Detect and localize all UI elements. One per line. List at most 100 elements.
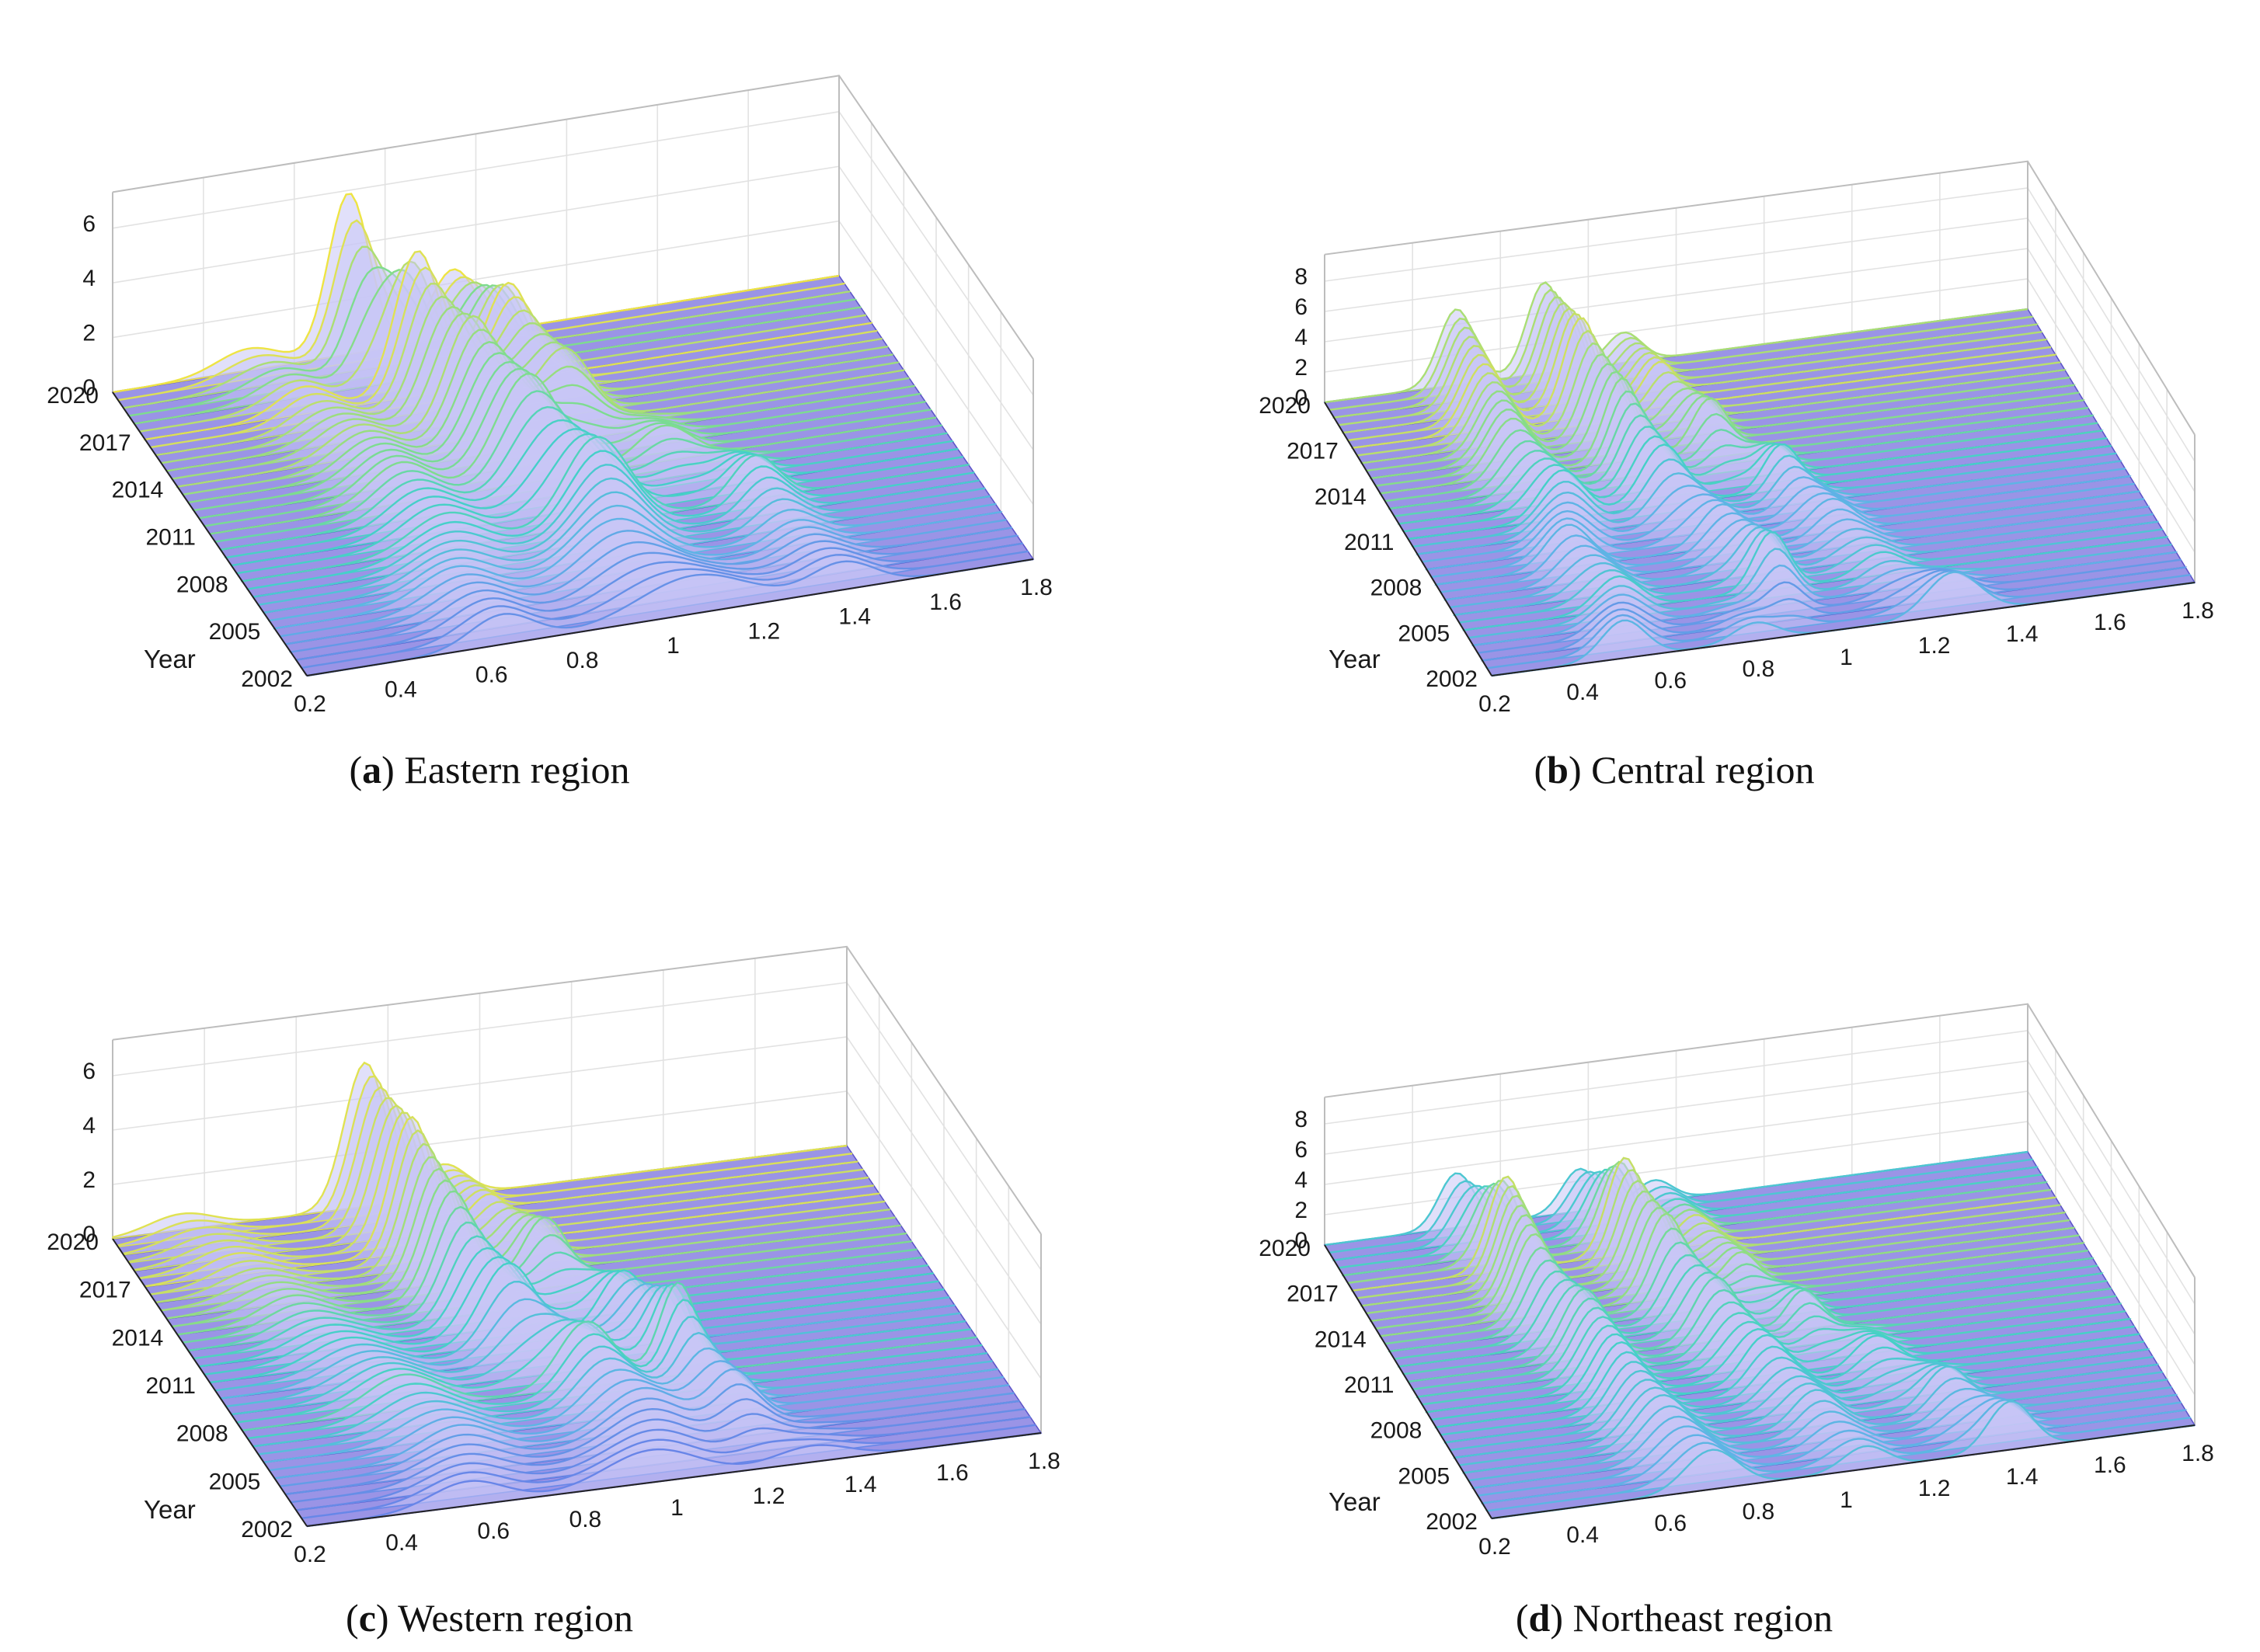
density-ridge-outline (1459, 528, 2163, 624)
z-tick-label: 4 (82, 266, 96, 291)
density-ridge-outline (198, 1247, 934, 1368)
ridgeline-group (112, 1061, 1042, 1528)
x-tick-label: 0.2 (294, 691, 326, 717)
x-tick-label: 0.6 (477, 1518, 510, 1544)
year-tick-label: 2008 (176, 1421, 228, 1447)
density-ridge-outline (1366, 1190, 2070, 1315)
density-ridge-outline (306, 558, 1034, 677)
z-tick-label: 2 (1294, 1198, 1308, 1223)
x-tick-label: 1.2 (1918, 633, 1951, 659)
z-tick-label: 0 (1294, 1228, 1308, 1254)
x-tick-label: 1.8 (1028, 1449, 1060, 1474)
density-ridge-outline (247, 1299, 982, 1440)
caption-b: (b) Central region (1534, 748, 1814, 791)
density-ridge-outline (161, 295, 888, 464)
x-tick-label: 1 (1840, 1487, 1853, 1513)
x-tick-label: 1 (670, 1495, 684, 1521)
density-ridge-outline (1436, 490, 2140, 586)
x-tick-label: 1 (1840, 645, 1853, 670)
y-axis-line (1324, 402, 1492, 676)
density-ridge-outline (1352, 1156, 2056, 1292)
density-ridge-outline (280, 519, 1007, 638)
density-ridge-outline (1380, 1212, 2084, 1337)
density-ridge-outline (1468, 543, 2172, 639)
x-tick-label: 1.6 (2094, 1452, 2126, 1478)
density-ridge-outline (1347, 1160, 2052, 1285)
density-ridge-outline (1464, 1365, 2168, 1474)
density-ridge-outline (155, 283, 883, 457)
year-tick-label: 2002 (241, 666, 293, 692)
density-ridge-outline (1450, 1355, 2154, 1452)
density-ridge-outline (1454, 1362, 2158, 1459)
density-ridge-outline (1324, 281, 2028, 404)
density-ridge-outline (1375, 1207, 2079, 1330)
density-ridge-outline (274, 511, 1001, 630)
x-tick-label: 1.8 (2182, 1441, 2214, 1466)
axes-box (112, 945, 1042, 1434)
density-ridge-outline (263, 491, 991, 614)
density-ridge-outline (172, 1179, 907, 1328)
z-tick-label: 0 (82, 375, 96, 401)
density-ridge-outline (1477, 1394, 2182, 1497)
x-tick-label: 1.4 (838, 604, 871, 630)
x-tick-label: 1.6 (929, 590, 962, 615)
density-ridge-outline (291, 1408, 1026, 1504)
x-tick-label: 1.2 (748, 618, 781, 644)
density-ridge-outline (1422, 468, 2126, 563)
density-ridge-outline (1417, 460, 2121, 555)
density-ridge-outline (1445, 1348, 2149, 1444)
density-ridge-outline (1338, 301, 2042, 426)
y-axis-title: Year (1328, 1487, 1381, 1516)
x-tick-label: 0.6 (1654, 1511, 1687, 1536)
density-ridge-outline (1468, 1377, 2172, 1482)
x-tick-label: 1.4 (2006, 1464, 2039, 1490)
x-tick-label: 0.6 (1654, 668, 1687, 694)
density-ridge-outline (1472, 1387, 2177, 1490)
z-tick-label: 8 (1294, 1107, 1308, 1132)
year-tick-label: 2017 (79, 1278, 131, 1303)
density-ridge-outline (172, 312, 899, 480)
x-tick-label: 0.4 (385, 676, 417, 702)
year-tick-label: 2017 (79, 430, 131, 456)
density-ridge-outline (1472, 551, 2177, 647)
z-tick-label: 4 (82, 1113, 96, 1139)
year-tick-label: 2008 (1370, 576, 1423, 601)
year-tick-label: 2014 (112, 1325, 164, 1351)
density-ridge-outline (150, 266, 877, 449)
panel-c-western: 0.2 0.4 0.6 0.8 1 1.2 1.4 1.6 1.8 2002 2005 2008 201… (47, 945, 1060, 1567)
z-tick-label: 4 (1294, 1167, 1308, 1193)
x-axis-line (306, 558, 1034, 676)
density-ridge-outline (166, 305, 893, 472)
density-ridge-outline (291, 534, 1018, 653)
year-tick-label: 2002 (241, 1517, 293, 1542)
x-tick-label: 1.8 (1020, 575, 1053, 600)
density-ridge-outline (1389, 402, 2093, 510)
density-ridge-outline (247, 450, 974, 590)
year-tick-label: 2005 (1398, 1463, 1450, 1489)
density-ridge-outline (1356, 1169, 2060, 1299)
year-tick-label: 2017 (1287, 1282, 1339, 1307)
z-tick-label: 6 (1294, 1137, 1308, 1163)
density-ridge-outline (1342, 307, 2047, 434)
year-tick-label: 2014 (1315, 1327, 1367, 1352)
density-ridge-outline (1324, 1150, 2028, 1247)
y-axis-line (112, 1238, 308, 1527)
x-tick-label: 0.4 (1566, 680, 1599, 705)
density-ridge-outline (193, 352, 921, 512)
density-ridge-outline (183, 1205, 918, 1344)
density-ridge-outline (1459, 1364, 2163, 1466)
x-tick-label: 1.2 (753, 1483, 785, 1509)
year-tick-label: 2011 (1344, 1372, 1395, 1398)
x-axis-line (1491, 1424, 2196, 1519)
z-tick-label: 0 (82, 1222, 96, 1247)
density-ridge-outline (280, 1383, 1015, 1487)
density-ridge-outline (1445, 506, 2149, 601)
density-ridge-outline (1328, 1158, 2033, 1254)
density-ridge-outline (295, 1416, 1031, 1511)
year-tick-label: 2005 (209, 619, 261, 645)
x-tick-label: 0.2 (294, 1542, 326, 1567)
density-ridge-outline (285, 527, 1012, 645)
x-tick-label: 0.2 (1478, 691, 1511, 717)
density-ridge-outline (1328, 288, 2033, 411)
